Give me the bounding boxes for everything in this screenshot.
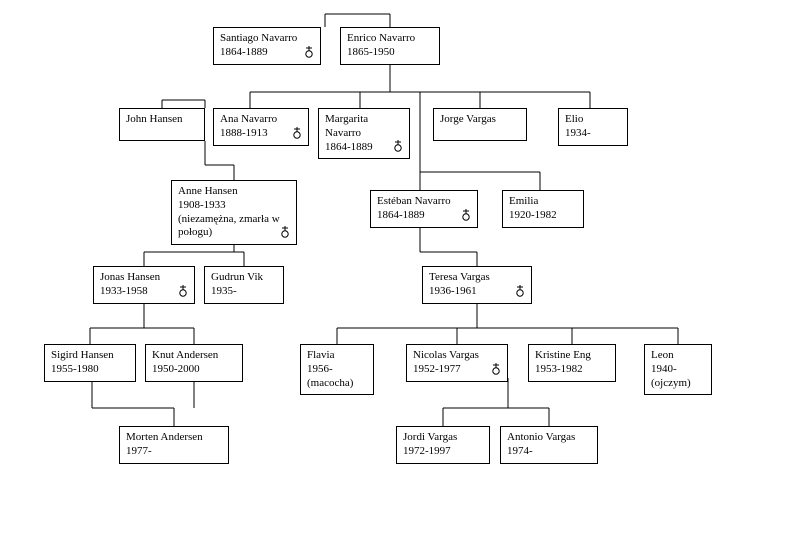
person-dates: 1977- xyxy=(126,445,222,459)
person-note: (macocha) xyxy=(307,377,367,391)
person-dates: 1934- xyxy=(565,127,621,141)
genealogy-icon xyxy=(459,209,473,223)
person-dates: 1908-1933 xyxy=(178,199,290,213)
person-name: Estéban Navarro xyxy=(377,195,471,209)
person-name: Ana Navarro xyxy=(220,113,302,127)
person-dates: 1956- xyxy=(307,363,367,377)
person-node-teresa: Teresa Vargas1936-1961 xyxy=(422,266,532,304)
person-node-emilia: Emilia1920-1982 xyxy=(502,190,584,228)
genealogy-icon xyxy=(176,285,190,299)
person-dates: 1920-1982 xyxy=(509,209,577,223)
person-note: (niezamężna, zmarła w połogu) xyxy=(178,213,290,241)
genealogy-icon xyxy=(302,46,316,60)
person-name: Elio xyxy=(565,113,621,127)
person-name: Margarita Navarro xyxy=(325,113,403,141)
person-node-jorge: Jorge Vargas xyxy=(433,108,527,141)
person-node-morten: Morten Andersen1977- xyxy=(119,426,229,464)
person-name: Emilia xyxy=(509,195,577,209)
person-name: Sigird Hansen xyxy=(51,349,129,363)
person-name: Jonas Hansen xyxy=(100,271,188,285)
person-node-anne: Anne Hansen1908-1933(niezamężna, zmarła … xyxy=(171,180,297,245)
person-dates: 1952-1977 xyxy=(413,363,501,377)
genealogy-icon xyxy=(489,363,503,377)
person-dates: 1865-1950 xyxy=(347,46,433,60)
person-dates: 1936-1961 xyxy=(429,285,525,299)
person-dates: 1974- xyxy=(507,445,591,459)
person-dates: 1972-1997 xyxy=(403,445,483,459)
person-dates: 1953-1982 xyxy=(535,363,609,377)
person-node-leon: Leon1940-(ojczym) xyxy=(644,344,712,395)
person-name: Antonio Vargas xyxy=(507,431,591,445)
person-name: Anne Hansen xyxy=(178,185,290,199)
person-node-sigird: Sigird Hansen1955-1980 xyxy=(44,344,136,382)
person-name: Teresa Vargas xyxy=(429,271,525,285)
person-node-margarita: Margarita Navarro1864-1889 xyxy=(318,108,410,159)
genealogy-icon xyxy=(391,140,405,154)
person-node-knut: Knut Andersen1950-2000 xyxy=(145,344,243,382)
person-name: Leon xyxy=(651,349,705,363)
person-node-santiago: Santiago Navarro1864-1889 xyxy=(213,27,321,65)
person-node-john: John Hansen xyxy=(119,108,205,141)
genealogy-icon xyxy=(513,285,527,299)
person-dates: 1940- xyxy=(651,363,705,377)
person-name: Jorge Vargas xyxy=(440,113,520,127)
person-node-antonio: Antonio Vargas1974- xyxy=(500,426,598,464)
person-name: Nicolas Vargas xyxy=(413,349,501,363)
person-name: John Hansen xyxy=(126,113,198,127)
person-dates: 1955-1980 xyxy=(51,363,129,377)
person-node-enrico: Enrico Navarro1865-1950 xyxy=(340,27,440,65)
genealogy-icon xyxy=(278,226,292,240)
person-node-flavia: Flavia1956-(macocha) xyxy=(300,344,374,395)
person-name: Kristine Eng xyxy=(535,349,609,363)
person-dates: 1864-1889 xyxy=(377,209,471,223)
person-dates: 1935- xyxy=(211,285,277,299)
person-node-jordi: Jordi Vargas1972-1997 xyxy=(396,426,490,464)
person-dates: 1950-2000 xyxy=(152,363,236,377)
person-node-elio: Elio1934- xyxy=(558,108,628,146)
person-note: (ojczym) xyxy=(651,377,705,391)
person-node-esteban: Estéban Navarro1864-1889 xyxy=(370,190,478,228)
person-node-kristine: Kristine Eng1953-1982 xyxy=(528,344,616,382)
person-name: Jordi Vargas xyxy=(403,431,483,445)
person-node-nicolas: Nicolas Vargas1952-1977 xyxy=(406,344,508,382)
person-dates: 1864-1889 xyxy=(220,46,314,60)
person-name: Santiago Navarro xyxy=(220,32,314,46)
person-name: Morten Andersen xyxy=(126,431,222,445)
person-name: Flavia xyxy=(307,349,367,363)
genealogy-icon xyxy=(290,127,304,141)
person-name: Enrico Navarro xyxy=(347,32,433,46)
person-node-gudrun: Gudrun Vik1935- xyxy=(204,266,284,304)
person-dates: 1933-1958 xyxy=(100,285,188,299)
person-node-jonas: Jonas Hansen1933-1958 xyxy=(93,266,195,304)
person-name: Gudrun Vik xyxy=(211,271,277,285)
person-node-ana: Ana Navarro1888-1913 xyxy=(213,108,309,146)
person-name: Knut Andersen xyxy=(152,349,236,363)
